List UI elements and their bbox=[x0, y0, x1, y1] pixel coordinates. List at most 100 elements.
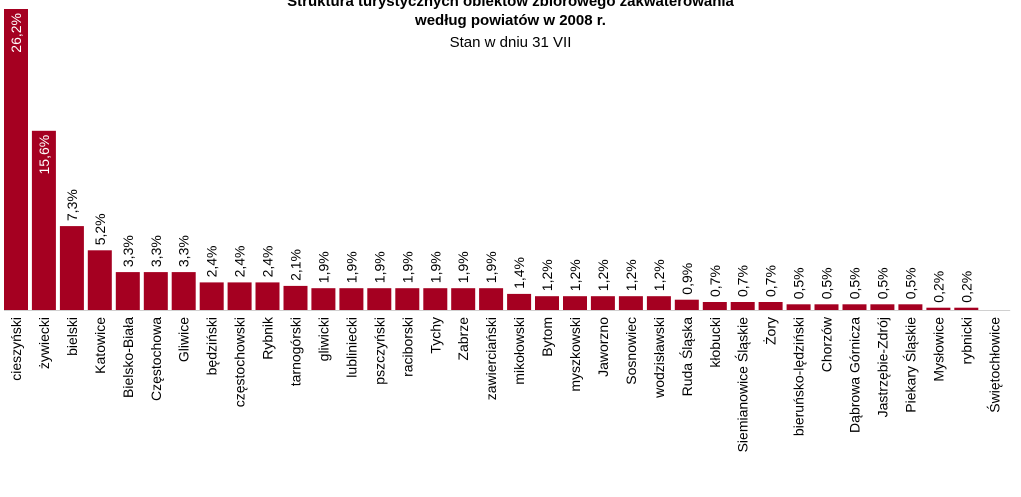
bar-31 bbox=[842, 304, 867, 310]
bar-8 bbox=[199, 282, 224, 310]
data-label-30: 0,5% bbox=[819, 267, 835, 299]
bar-32 bbox=[870, 304, 895, 310]
x-tick-label-21: myszkowski bbox=[567, 317, 583, 392]
data-label-8: 2,4% bbox=[204, 245, 220, 277]
bar-13 bbox=[339, 288, 364, 310]
x-tick-label-30: Chorzów bbox=[819, 316, 835, 372]
x-tick-label-13: lubliniecki bbox=[343, 317, 359, 378]
x-tick-label-20: Bytom bbox=[539, 317, 555, 357]
x-tick-label-3: bielski bbox=[64, 317, 80, 356]
data-label-18: 1,9% bbox=[483, 251, 499, 283]
bar-25 bbox=[674, 299, 699, 310]
data-label-13: 1,9% bbox=[343, 251, 359, 283]
bar-1 bbox=[4, 9, 28, 310]
data-label-33: 0,5% bbox=[902, 267, 918, 299]
data-label-5: 3,3% bbox=[120, 235, 136, 267]
bar-28 bbox=[758, 302, 783, 310]
bar-14 bbox=[367, 288, 392, 310]
data-label-22: 1,2% bbox=[595, 259, 611, 291]
bar-9 bbox=[227, 282, 252, 310]
x-tick-label-5: Bielsko-Biała bbox=[120, 317, 136, 398]
data-label-7: 3,3% bbox=[176, 235, 192, 267]
bar-20 bbox=[535, 296, 559, 310]
data-label-28: 0,7% bbox=[763, 265, 779, 297]
data-label-24: 1,2% bbox=[651, 259, 667, 291]
x-tick-label-33: Piekary Śląskie bbox=[901, 317, 918, 413]
x-tick-label-27: Siemianowice Śląskie bbox=[734, 317, 751, 453]
data-label-20: 1,2% bbox=[539, 259, 555, 291]
x-tick-label-10: Rybnik bbox=[260, 316, 276, 360]
x-tick-label-16: Tychy bbox=[427, 317, 443, 354]
bar-23 bbox=[618, 296, 643, 310]
bar-4 bbox=[87, 250, 112, 310]
bar-22 bbox=[590, 296, 615, 310]
data-label-15: 1,9% bbox=[399, 251, 415, 283]
data-label-1: 26,2% bbox=[8, 13, 24, 53]
data-label-3: 7,3% bbox=[64, 189, 80, 221]
x-tick-label-24: wodzisławski bbox=[651, 317, 667, 399]
data-label-14: 1,9% bbox=[371, 251, 387, 283]
data-label-31: 0,5% bbox=[847, 267, 863, 299]
chart-title: Struktura turystycznych obiektów zbiorow… bbox=[287, 0, 734, 10]
bar-18 bbox=[479, 288, 504, 310]
chart-subtitle: według powiatów w 2008 r. bbox=[415, 12, 606, 29]
x-tick-label-25: Ruda Śląska bbox=[678, 317, 695, 397]
bar-5 bbox=[115, 272, 140, 310]
data-label-11: 2,1% bbox=[288, 249, 304, 281]
data-label-27: 0,7% bbox=[735, 265, 751, 297]
data-label-2: 15,6% bbox=[36, 135, 52, 175]
x-tick-label-4: Katowice bbox=[92, 317, 108, 374]
bar-2 bbox=[31, 130, 56, 310]
x-tick-label-2: żywiecki bbox=[36, 317, 52, 369]
x-tick-label-26: kłobucki bbox=[707, 317, 723, 368]
bar-7 bbox=[171, 272, 196, 310]
bar-30 bbox=[814, 304, 839, 310]
data-label-6: 3,3% bbox=[148, 235, 164, 267]
bar-29 bbox=[786, 304, 811, 310]
x-tick-label-14: pszczyński bbox=[371, 317, 387, 385]
data-label-19: 1,4% bbox=[511, 257, 527, 289]
x-tick-label-23: Sosnowiec bbox=[623, 317, 639, 385]
x-tick-label-35: rybnicki bbox=[958, 317, 974, 364]
bar-3 bbox=[59, 226, 84, 310]
x-tick-label-31: Dąbrowa Górnicza bbox=[847, 317, 863, 433]
data-label-25: 0,9% bbox=[679, 263, 695, 295]
x-tick-label-19: mikołowski bbox=[511, 317, 527, 385]
x-tick-label-11: tarnogórski bbox=[288, 317, 304, 386]
bar-19 bbox=[507, 293, 532, 310]
data-label-26: 0,7% bbox=[707, 265, 723, 297]
x-tick-label-9: częstochowski bbox=[232, 317, 248, 407]
bar-33 bbox=[898, 304, 923, 310]
bar-16 bbox=[423, 288, 448, 310]
x-tick-label-12: gliwicki bbox=[315, 317, 331, 361]
x-tick-label-36: Świętochłowice bbox=[985, 317, 1002, 413]
x-tick-label-1: cieszyński bbox=[8, 317, 24, 381]
x-tick-label-34: Mysłowice bbox=[930, 317, 946, 382]
bar-27 bbox=[730, 302, 755, 310]
x-tick-label-17: Zabrze bbox=[455, 317, 471, 361]
bar-21 bbox=[563, 296, 587, 310]
bar-26 bbox=[702, 302, 727, 310]
data-label-21: 1,2% bbox=[567, 259, 583, 291]
bar-15 bbox=[395, 288, 420, 310]
x-tick-label-7: Gliwice bbox=[176, 317, 192, 362]
data-label-29: 0,5% bbox=[791, 267, 807, 299]
data-label-4: 5,2% bbox=[92, 213, 108, 245]
x-tick-label-15: raciborski bbox=[399, 317, 415, 377]
data-label-12: 1,9% bbox=[315, 251, 331, 283]
chart-note: Stan w dniu 31 VII bbox=[449, 34, 572, 51]
bar-35 bbox=[954, 307, 979, 310]
bar-11 bbox=[283, 285, 308, 310]
data-label-23: 1,2% bbox=[623, 259, 639, 291]
bar-34 bbox=[926, 307, 951, 310]
x-tick-label-6: Częstochowa bbox=[148, 317, 164, 401]
x-tick-label-32: Jastrzębie-Zdrój bbox=[874, 317, 890, 417]
bar-24 bbox=[646, 296, 671, 310]
data-label-32: 0,5% bbox=[874, 267, 890, 299]
bar-6 bbox=[143, 272, 168, 310]
data-label-34: 0,2% bbox=[930, 271, 946, 303]
data-label-16: 1,9% bbox=[427, 251, 443, 283]
data-label-17: 1,9% bbox=[455, 251, 471, 283]
bar-12 bbox=[311, 288, 336, 310]
